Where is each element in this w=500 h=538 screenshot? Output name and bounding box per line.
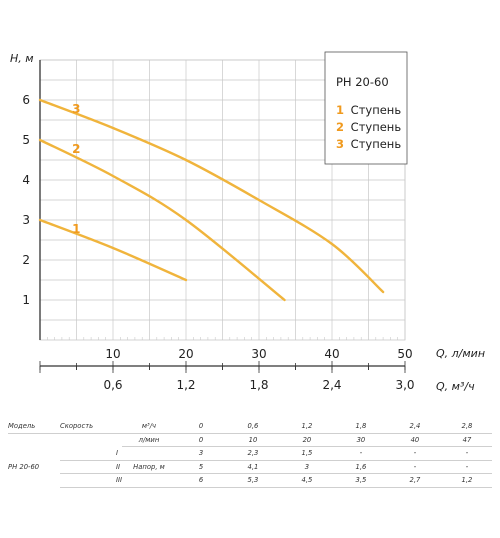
speed-header: Скорость [59, 420, 122, 434]
value-cell: - [441, 446, 492, 461]
x-tick-label: 40 [324, 347, 339, 361]
x-secondary-axis-title: Q, м³/ч [436, 380, 475, 393]
empty-cell [8, 447, 60, 461]
legend-entry-3: 3 Ступень [336, 137, 401, 151]
curve-label-1: 1 [72, 222, 80, 236]
legend-entry-3-num: 3 [336, 137, 344, 151]
flow-lmin-cell: 20 [279, 433, 334, 447]
y-tick-label: 2 [22, 253, 30, 267]
x-axis-title: Q, л/мин [436, 347, 485, 360]
unit-lmin: л/мин [122, 433, 176, 447]
table-row-m3h: Модель Скорость м³/ч 0 0,6 1,2 1,8 2,4 2… [8, 420, 492, 434]
x-tick-label: 20 [178, 347, 193, 361]
flow-m3h-cell: 0,6 [225, 420, 280, 434]
specification-table: Модель Скорость м³/ч 0 0,6 1,2 1,8 2,4 2… [8, 420, 492, 488]
value-cell: - [387, 446, 442, 461]
empty-cell [8, 433, 60, 447]
legend-entry-2: 2 Ступень [336, 120, 401, 134]
empty-cell [122, 446, 176, 461]
value-cell: 4,5 [279, 473, 334, 488]
x-tick-label: 50 [397, 347, 412, 361]
x-secondary-tick-label: 1,8 [249, 378, 268, 392]
y-axis-title: H, м [10, 52, 34, 65]
speed-cell: III [59, 473, 122, 488]
value-cell: 5,3 [225, 473, 280, 488]
flow-lmin-cell: 47 [441, 433, 492, 447]
x-secondary-tick-label: 0,6 [103, 378, 122, 392]
legend-entry-1-label: Ступень [351, 103, 402, 117]
flow-lmin-cell: 40 [387, 433, 442, 447]
flow-m3h-cell: 0 [175, 420, 226, 434]
value-cell: 1,5 [279, 446, 334, 461]
x-tick-label: 10 [105, 347, 120, 361]
empty-cell [60, 433, 122, 447]
value-cell: 5 [175, 460, 226, 475]
legend-entry-2-label: Ступень [351, 120, 402, 134]
flow-lmin-cell: 10 [225, 433, 280, 447]
y-tick-label: 3 [22, 213, 30, 227]
curve-stage-1 [38, 218, 188, 282]
value-cell: 1,6 [333, 460, 388, 475]
y-tick-label: 4 [22, 173, 30, 187]
x-secondary-tick-label: 1,2 [176, 378, 195, 392]
legend-entry-2-num: 2 [336, 120, 344, 134]
y-tick-labels: 1 2 3 4 5 6 [22, 93, 30, 307]
empty-cell [122, 473, 176, 488]
speed-cell: I [59, 446, 122, 461]
value-cell: 4,1 [225, 460, 280, 475]
x-secondary-tick-label: 3,0 [395, 378, 414, 392]
x-tick-label: 30 [251, 347, 266, 361]
curve-label-3: 3 [72, 102, 80, 116]
value-cell: 6 [175, 473, 226, 488]
value-cell: 3,5 [333, 473, 388, 488]
legend-entry-1-num: 1 [336, 103, 344, 117]
value-cell: 3 [175, 446, 226, 461]
flow-lmin-cell: 30 [333, 433, 388, 447]
y-tick-label: 5 [22, 133, 30, 147]
y-tick-label: 6 [22, 93, 30, 107]
flow-lmin-cell: 0 [175, 433, 226, 447]
table-row: III 6 5,3 4,5 3,5 2,7 1,2 [8, 473, 492, 488]
value-cell: - [387, 460, 442, 475]
empty-cell [8, 474, 60, 488]
legend-title: PH 20-60 [336, 75, 389, 89]
curve-stage-3 [38, 98, 385, 294]
flow-m3h-cell: 2,4 [387, 420, 442, 434]
value-cell: - [441, 460, 492, 475]
x-secondary-tick-labels: 0,6 1,2 1,8 2,4 3,0 [39, 366, 415, 392]
head-label: Напор, м [122, 460, 176, 475]
value-cell: 1,2 [441, 473, 492, 488]
legend-box [324, 51, 408, 165]
value-cell: - [333, 446, 388, 461]
y-tick-label: 1 [22, 293, 30, 307]
table-row: I 3 2,3 1,5 - - - [8, 446, 492, 461]
legend-entry-1: 1 Ступень [336, 103, 401, 117]
model-cell: PH 20-60 [8, 462, 40, 471]
model-header: Модель [8, 420, 60, 434]
value-cell: 3 [279, 460, 334, 475]
flow-m3h-cell: 2,8 [441, 420, 492, 434]
curve-stage-2 [38, 138, 286, 302]
pump-performance-chart: H, м 1 2 3 4 5 6 10 20 30 40 50 0,6 1,2 1,8 2,4 3,0 Q… [10, 51, 485, 393]
table-row: PH 20-60 II Напор, м 5 4,1 3 1,6 - - [8, 460, 492, 475]
unit-m3h: м³/ч [122, 420, 176, 434]
table-row-lmin: л/мин 0 10 20 30 40 47 [8, 433, 492, 447]
flow-m3h-cell: 1,2 [279, 420, 334, 434]
legend-entry-3-label: Ступень [351, 137, 402, 151]
flow-m3h-cell: 1,8 [333, 420, 388, 434]
speed-cell: II [59, 460, 122, 475]
curve-label-2: 2 [72, 142, 80, 156]
x-secondary-tick-label: 2,4 [322, 378, 341, 392]
value-cell: 2,7 [387, 473, 442, 488]
legend: PH 20-60 1 Ступень 2 Ступень 3 Ступень [324, 51, 408, 165]
curves: 1 2 3 [38, 98, 385, 302]
value-cell: 2,3 [225, 446, 280, 461]
